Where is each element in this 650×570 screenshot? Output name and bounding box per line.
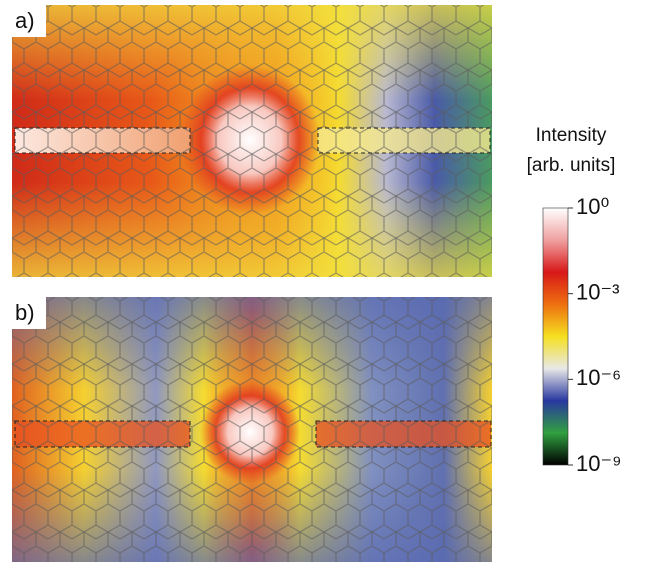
colorbar-tick-label: 10⁰ [576, 194, 609, 219]
figure: a) b) Intensity [arb. units] 10⁰ 10⁻³ 10⁻⁶… [0, 0, 650, 570]
colorbar-tick-label: 10⁻⁶ [576, 365, 621, 390]
colorbar-subtitle: [arb. units] [527, 155, 616, 176]
colorbar-tick-label: 10⁻⁹ [576, 451, 622, 476]
colorbar-gradient [543, 208, 568, 465]
colorbar: 10⁰ 10⁻³ 10⁻⁶ 10⁻⁹ [543, 194, 622, 476]
panel-label: a) [15, 8, 35, 33]
panel-label: b) [15, 300, 35, 325]
panel-a-map [12, 5, 492, 277]
colorbar-tick-label: 10⁻³ [576, 279, 619, 304]
panel-b-map [12, 297, 492, 562]
colorbar-title: Intensity [536, 125, 607, 146]
